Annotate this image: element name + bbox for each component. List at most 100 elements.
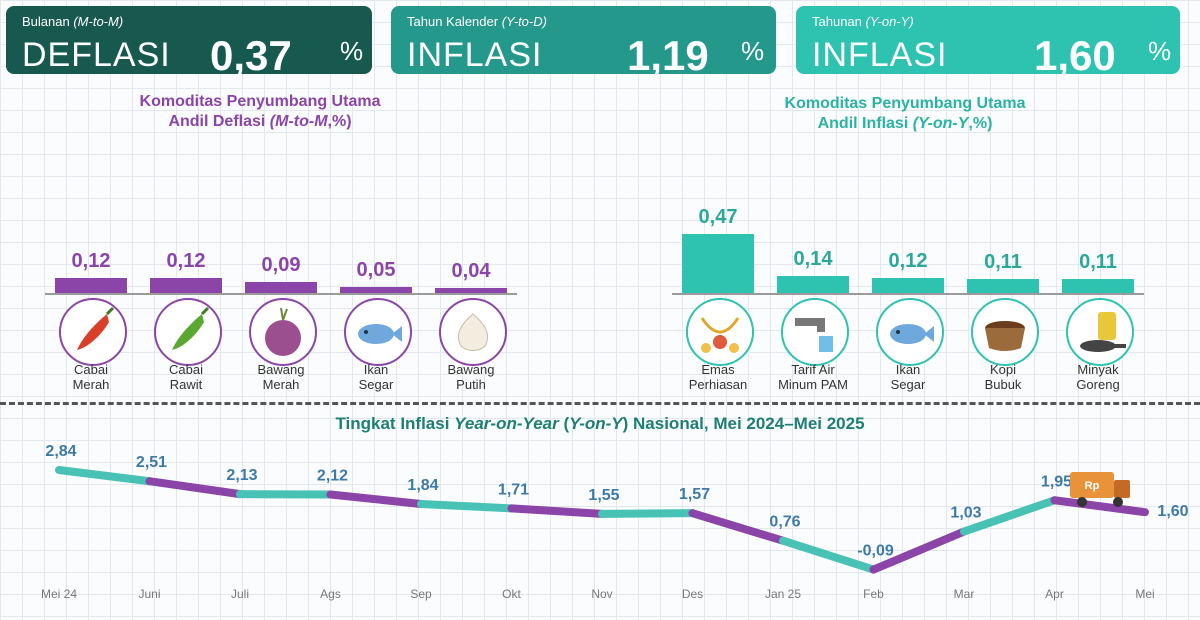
line-value-label: 2,51 [136,454,167,471]
garlic-icon [439,298,507,366]
bar-value-label: 0,11 [1079,251,1117,274]
x-tick-label: Ags [320,587,341,601]
x-tick-label: Juli [231,587,249,601]
line-value-label: 2,13 [226,467,257,484]
box-subtitle: Tahunan (Y-on-Y) [812,14,914,29]
line-segment [688,509,787,545]
bar [1062,279,1134,293]
yoy-inflation-box: Tahunan (Y-on-Y) INFLASI 1,60 % [796,6,1180,79]
line-segment [869,527,968,574]
inflation-panel-title: Komoditas Penyumbang Utama Andil Inflasi… [784,95,1026,132]
fish-icon [344,298,412,366]
line-segment [779,536,878,574]
bar [340,286,412,293]
shallot-icon [249,298,317,366]
line-segment [1050,496,1149,517]
box-value: 1,60 [1034,32,1116,79]
fish-icon [876,298,944,366]
box-value: 0,37 [210,32,292,79]
line-chart-title: Tingkat Inflasi Year-on-Year (Y-on-Y) Na… [335,414,865,433]
chili-red-icon [59,298,127,366]
bar [777,275,849,293]
bar-category-label: Cabai Merah [72,362,110,392]
x-tick-label: Juni [138,587,160,601]
x-tick-label: Okt [502,587,521,601]
truck-label: Rp [1085,480,1100,492]
deflation-panel-title: Komoditas Penyumbang Utama Andil Deflasi… [139,93,381,130]
bar-value-label: 0,12 [888,250,928,272]
line-value-label: 1,84 [407,477,438,494]
bar-value-label: 0,09 [261,253,301,276]
bar [967,279,1039,293]
bar [682,234,754,293]
ytd-inflation-box: Tahun Kalender (Y-to-D) INFLASI 1,19 % [391,6,776,79]
water-tap-icon [781,298,849,366]
box-subtitle: Bulanan (M-to-M) [22,14,124,29]
line-value-label: 1,57 [679,486,710,503]
line-value-label: 2,84 [45,443,76,460]
line-value-label: 1,95 [1041,473,1072,490]
bar-category-label: Tarif Air Minum PAM [778,362,848,392]
bar-category-label: Minyak Goreng [1076,362,1120,392]
box-word: INFLASI [812,36,948,74]
line-segment [960,496,1059,536]
bar-category-label: Kopi Bubuk [984,362,1022,392]
section-divider [0,402,1200,405]
bar [872,278,944,293]
bar [245,281,317,293]
truck-icon: Rp [1070,472,1130,507]
box-value: 1,19 [627,32,709,79]
x-tick-label: Jan 25 [765,587,801,601]
coffee-icon [971,298,1039,366]
x-tick-label: Mei 24 [41,587,77,601]
box-word: DEFLASI [22,36,171,74]
bar [150,278,222,293]
box-unit: % [741,36,765,66]
bar-value-label: 0,47 [698,206,738,229]
line-segment [55,466,154,486]
bar [55,278,127,293]
bar-category-label: Ikan Segar [890,362,926,392]
bar-baseline [45,293,517,295]
line-value-label: 1,60 [1157,503,1188,520]
line-value-label: 1,71 [498,481,529,498]
line-value-label: -0,09 [857,543,894,560]
box-unit: % [340,36,364,66]
line-value-label: 0,76 [769,514,800,531]
bar-category-label: Bawang Putih [447,362,495,392]
cooking-oil-icon [1066,298,1134,366]
bar-value-label: 0,05 [356,258,396,281]
line-value-label: 1,03 [950,505,981,522]
x-tick-label: Mei [1135,587,1154,601]
monthly-deflation-box: Bulanan (M-to-M) DEFLASI 0,37 % [6,6,372,79]
gold-jewelry-icon [686,298,754,366]
x-tick-label: Nov [591,587,612,601]
line-segment [507,504,606,518]
chili-green-icon [154,298,222,366]
bar-value-label: 0,12 [71,250,111,272]
box-subtitle: Tahun Kalender (Y-to-D) [407,14,547,29]
bar-category-label: Emas Perhiasan [688,362,748,392]
box-unit: % [1148,36,1172,66]
line-segment [145,477,244,499]
bar-baseline [672,293,1144,295]
x-tick-label: Mar [954,587,975,601]
bar-category-label: Cabai Rawit [169,362,203,392]
line-segment [417,500,516,513]
x-tick-label: Apr [1045,587,1064,601]
line-segment [598,509,697,518]
bar-category-label: Bawang Merah [257,362,305,392]
x-tick-label: Sep [410,587,432,601]
bar-value-label: 0,04 [451,260,491,282]
bar-value-label: 0,12 [166,250,206,272]
bar [435,288,507,293]
line-segment [326,490,425,508]
x-tick-label: Des [682,587,703,601]
bar-value-label: 0,11 [984,251,1022,274]
bar-category-label: Ikan Segar [358,362,394,392]
line-value-label: 1,55 [588,487,619,504]
x-tick-label: Feb [863,587,884,601]
line-value-label: 2,12 [317,467,348,484]
box-word: INFLASI [407,36,543,74]
